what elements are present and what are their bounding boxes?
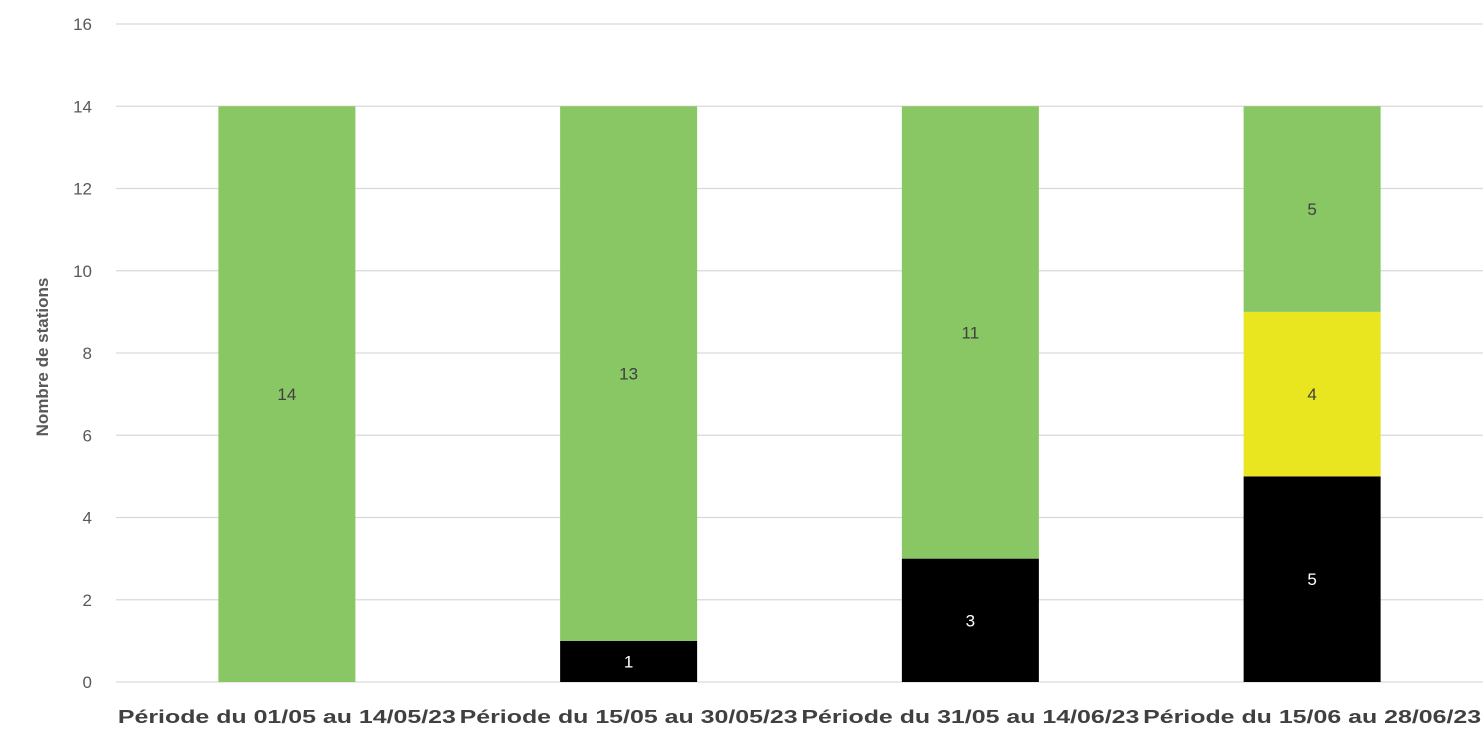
x-tick-label: Période du 15/05 au 30/05/23 (460, 707, 798, 727)
bar-segment (560, 640, 698, 682)
bar-segment (1243, 311, 1381, 477)
data-labels: 14 1 13 3 11 5 4 5 (277, 200, 1316, 671)
bar-value-label: 13 (619, 365, 638, 384)
y-tick-label: 6 (83, 426, 92, 445)
bar-value-label: 5 (1307, 200, 1316, 219)
y-tick-label: 16 (73, 15, 92, 34)
y-axis-label: Nombre de stations (33, 278, 52, 437)
y-tick-label: 2 (83, 591, 92, 610)
bar-value-label: 1 (624, 652, 633, 671)
x-tick-label: Période du 31/05 au 14/06/23 (801, 707, 1139, 727)
bar-segment (560, 106, 698, 641)
bar-segment (1243, 476, 1381, 682)
x-axis-ticks: Période du 01/05 au 14/05/23 Période du 1… (118, 707, 1481, 727)
bar-segment (218, 106, 356, 682)
y-tick-label: 0 (83, 673, 92, 692)
x-tick-label: Période du 01/05 au 14/05/23 (118, 707, 456, 727)
y-tick-label: 14 (73, 97, 92, 116)
bar-segment (901, 558, 1039, 682)
bar-value-label: 4 (1307, 385, 1316, 404)
y-axis-ticks: 0 2 4 6 8 10 12 14 16 (73, 15, 92, 692)
y-tick-label: 10 (73, 262, 92, 281)
x-tick-label: Période du 15/06 au 28/06/23 (1143, 707, 1481, 727)
y-tick-label: 12 (73, 180, 92, 199)
bar-value-label: 14 (277, 385, 296, 404)
y-tick-label: 4 (83, 509, 92, 528)
bar-value-label: 5 (1307, 570, 1316, 589)
bars (218, 106, 1381, 682)
bar-segment (901, 106, 1039, 559)
bar-value-label: 11 (962, 323, 980, 342)
y-tick-label: 8 (83, 344, 92, 363)
bar-value-label: 3 (966, 611, 975, 630)
bar-segment (1243, 106, 1381, 312)
